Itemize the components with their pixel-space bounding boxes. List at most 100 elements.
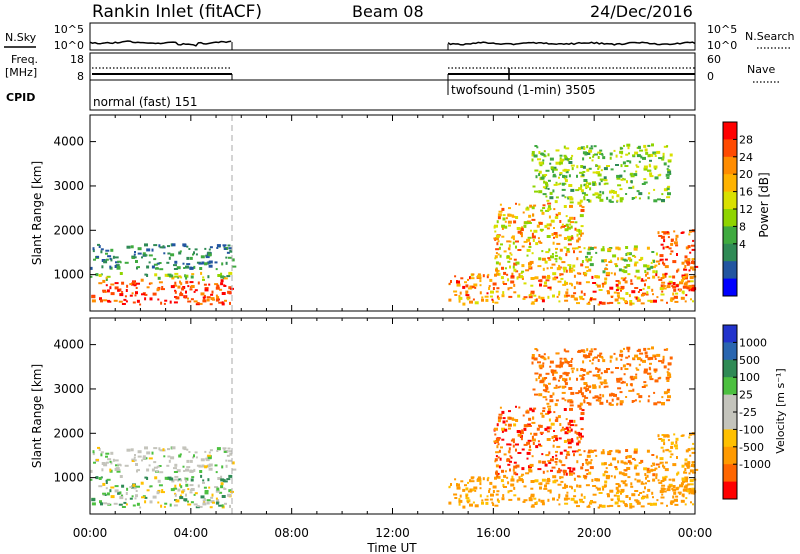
- scatter-cell: [613, 393, 617, 397]
- colorbar-swatch: [723, 243, 737, 262]
- scatter-cell: [644, 148, 648, 152]
- scatter-cell: [499, 203, 502, 206]
- scatter-cell: [542, 267, 545, 271]
- scatter-cell: [595, 164, 598, 167]
- scatter-cell: [496, 242, 499, 246]
- scatter-cell: [593, 348, 597, 351]
- scatter-cell: [553, 430, 555, 432]
- scatter-cell: [606, 368, 610, 370]
- scatter-cell: [537, 237, 540, 240]
- scatter-cell: [498, 272, 501, 276]
- scatter-cell: [158, 262, 162, 264]
- scatter-cell: [538, 161, 543, 165]
- scatter-cell: [223, 284, 226, 287]
- scatter-cell: [130, 448, 134, 452]
- scatter-cell: [626, 160, 630, 163]
- scatter-cell: [533, 432, 538, 436]
- scatter-cell: [568, 387, 573, 390]
- scatter-cell: [454, 478, 457, 481]
- scatter-cell: [156, 262, 160, 265]
- scatter-cell: [610, 475, 613, 478]
- scatter-cell: [529, 242, 531, 246]
- scatter-cell: [662, 490, 667, 493]
- scatter-cell: [541, 257, 546, 261]
- scatter-cell: [227, 244, 231, 247]
- scatter-cell: [523, 427, 527, 431]
- scatter-cell: [513, 268, 517, 272]
- scatter-cell: [200, 271, 203, 275]
- scatter-cell: [90, 266, 93, 270]
- scatter-cell: [606, 474, 610, 478]
- scatter-cell: [163, 505, 166, 508]
- scatter-cell: [169, 300, 172, 304]
- scatter-cell: [202, 278, 205, 281]
- scatter-cell: [543, 284, 548, 287]
- scatter-cell: [555, 234, 559, 238]
- scatter-cell: [115, 464, 119, 467]
- scatter-cell: [666, 448, 669, 451]
- scatter-cell: [125, 289, 128, 292]
- scatter-cell: [119, 491, 122, 495]
- scatter-cell: [624, 165, 629, 167]
- scatter-cell: [174, 275, 179, 278]
- scatter-cell: [497, 500, 500, 503]
- scatter-cell: [651, 288, 654, 292]
- scatter-cell: [573, 489, 576, 493]
- time-axis-title: Time UT: [366, 541, 417, 554]
- scatter-cell: [533, 204, 537, 207]
- scatter-cell: [686, 489, 691, 493]
- scatter-cell: [530, 495, 535, 498]
- scatter-cell: [116, 468, 121, 471]
- scatter-cell: [562, 169, 565, 172]
- scatter-cell: [545, 412, 550, 415]
- scatter-cell: [102, 279, 106, 283]
- scatter-cell: [546, 402, 550, 405]
- scatter-cell: [624, 483, 628, 487]
- scatter-cell: [576, 302, 580, 305]
- scatter-cell: [492, 503, 495, 506]
- scatter-cell: [496, 474, 499, 478]
- scatter-cell: [545, 195, 548, 198]
- scatter-cell: [587, 248, 591, 251]
- scatter-cell: [187, 488, 190, 491]
- scatter-cell: [636, 500, 640, 504]
- scatter-cell: [549, 191, 553, 195]
- scatter-cell: [647, 277, 651, 280]
- scatter-cell: [625, 396, 628, 398]
- scatter-cell: [200, 495, 205, 499]
- scatter-cell: [689, 280, 694, 283]
- scatter-cell: [534, 372, 539, 375]
- scatter-cell: [664, 461, 668, 464]
- scatter-cell: [144, 446, 148, 450]
- scatter-cell: [546, 470, 549, 473]
- scatter-cell: [576, 272, 580, 275]
- scatter-cell: [153, 263, 158, 266]
- scatter-cell: [561, 464, 566, 467]
- scatter-cell: [551, 263, 556, 266]
- scatter-cell: [598, 385, 601, 389]
- scatter-cell: [667, 236, 670, 239]
- scatter-cell: [633, 173, 638, 177]
- scatter-cell: [558, 364, 563, 368]
- scatter-cell: [590, 500, 593, 504]
- scatter-cell: [550, 469, 553, 472]
- scatter-cell: [194, 492, 198, 495]
- scatter-cell: [592, 298, 597, 301]
- scatter-cell: [666, 301, 668, 304]
- scatter-cell: [617, 296, 620, 299]
- scatter-cell: [613, 149, 616, 152]
- scatter-cell: [649, 153, 654, 157]
- scatter-cell: [170, 456, 175, 460]
- scatter-cell: [171, 243, 176, 247]
- scatter-cell: [542, 204, 546, 207]
- scatter-cell: [487, 476, 490, 479]
- scatter-cell: [559, 154, 563, 157]
- scatter-cell: [106, 275, 111, 278]
- scatter-cell: [595, 454, 598, 457]
- scatter-cell: [510, 280, 515, 284]
- scatter-cell: [602, 487, 605, 491]
- scatter-cell: [588, 149, 593, 153]
- scatter-cell: [558, 503, 561, 506]
- scatter-cell: [694, 265, 699, 268]
- scatter-cell: [660, 487, 665, 491]
